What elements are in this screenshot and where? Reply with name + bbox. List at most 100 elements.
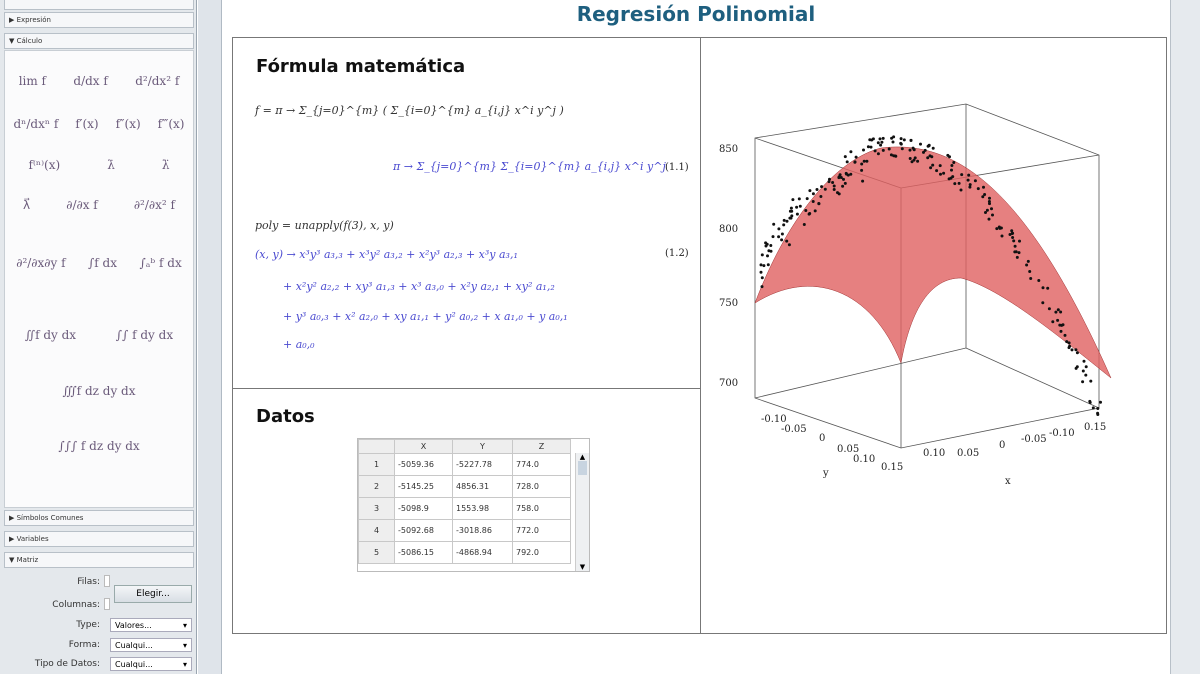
data-point	[862, 159, 866, 163]
palette-section-matriz[interactable]: ▼ Matriz	[4, 552, 194, 568]
palette-section-simbolos[interactable]: ▶ Símbolos Comunes	[4, 510, 194, 526]
data-point	[908, 157, 912, 160]
choose-button[interactable]: Elegir...	[114, 585, 192, 603]
equation-output-line: + x²y² a₂,₂ + xy³ a₁,₃ + x³ a₃,₀ + x²y a…	[283, 280, 555, 293]
data-point	[843, 181, 847, 185]
palette-item[interactable]: lim f	[18, 74, 46, 88]
table-cell[interactable]: -5145.25	[394, 475, 453, 498]
data-point	[1025, 263, 1029, 267]
data-point	[1059, 329, 1063, 333]
palette-item[interactable]: ∂²/∂x∂y f	[16, 256, 66, 270]
palette-item[interactable]: f⁽ⁿ⁾(x)	[28, 158, 61, 172]
data-point	[802, 223, 806, 226]
data-point	[849, 150, 853, 154]
column-header[interactable]: Y	[452, 439, 513, 454]
table-cell[interactable]: -3018.86	[452, 519, 513, 542]
palette-item[interactable]: f″(x)	[115, 117, 141, 131]
palette-item[interactable]: ∫ₐᵇ f dx	[139, 256, 182, 270]
row-header[interactable]: 5	[358, 541, 395, 564]
section-label: Matriz	[16, 556, 39, 564]
table-cell[interactable]: -5227.78	[452, 453, 513, 476]
data-point	[1056, 318, 1060, 322]
row-header[interactable]: 2	[358, 475, 395, 498]
data-point	[791, 198, 795, 202]
data-point	[966, 178, 970, 182]
row-header[interactable]: 1	[358, 453, 395, 476]
table-cell[interactable]: -4868.94	[452, 541, 513, 564]
column-header[interactable]: X	[394, 439, 453, 454]
table-cell[interactable]: 772.0	[512, 519, 571, 542]
table-scrollbar[interactable]: ▲ ▼	[575, 453, 589, 571]
scroll-up-icon[interactable]: ▲	[579, 453, 586, 461]
data-point	[909, 138, 913, 142]
table-cell[interactable]: -5098.9	[394, 497, 453, 520]
data-point	[878, 137, 882, 141]
data-point	[957, 181, 961, 185]
palette-item[interactable]: ∂²/∂x² f	[133, 198, 175, 212]
palette-item[interactable]: d/dx f	[73, 74, 108, 88]
table-cell[interactable]: 792.0	[512, 541, 571, 564]
palette-item[interactable]: f‴(x)	[157, 117, 185, 131]
palette-section-expresion[interactable]: ▶ Expresión	[4, 12, 194, 28]
panel-splitter[interactable]	[198, 0, 222, 674]
table-row[interactable]: 1 -5059.36 -5227.78 774.0	[358, 453, 571, 476]
palette-section-variables[interactable]: ▶ Variables	[4, 531, 194, 547]
table-cell[interactable]: 4856.31	[452, 475, 513, 498]
rows-spinner[interactable]	[104, 575, 110, 587]
data-point	[795, 205, 799, 209]
palette-section-calculo[interactable]: ▼ Cálculo	[4, 33, 194, 49]
row-header[interactable]: 4	[358, 519, 395, 542]
data-point	[832, 188, 836, 191]
data-point	[1067, 346, 1071, 350]
table-cell[interactable]: -5059.36	[394, 453, 453, 476]
palette-item[interactable]: ∫f dx	[88, 256, 118, 270]
table-row[interactable]: 2 -5145.25 4856.31 728.0	[358, 475, 571, 498]
divider	[233, 388, 700, 389]
table-cell[interactable]: 728.0	[512, 475, 571, 498]
table-cell[interactable]: -5086.15	[394, 541, 453, 564]
shape-select[interactable]: Cualqui... ▾	[110, 638, 192, 652]
datatype-select[interactable]: Cualqui... ▾	[110, 657, 192, 671]
palette-section-collapsed[interactable]	[4, 0, 194, 10]
columns-spinner[interactable]	[104, 598, 110, 610]
palette-item[interactable]: ∫∫∫ f dz dy dx	[58, 439, 140, 453]
row-header[interactable]: 3	[358, 497, 395, 520]
table-cell[interactable]: 1553.98	[452, 497, 513, 520]
data-table[interactable]: X Y Z 1 -5059.36 -5227.78 774.0 2 -5145.25 4856…	[357, 438, 590, 572]
data-point	[982, 185, 985, 189]
table-cell[interactable]: -5092.68	[394, 519, 453, 542]
type-select[interactable]: Valores... ▾	[110, 618, 192, 632]
table-cell[interactable]: 758.0	[512, 497, 571, 520]
palette-item[interactable]: ∭f dz dy dx	[62, 384, 136, 398]
data-point	[887, 147, 891, 151]
palette-item[interactable]: d²/dx² f	[135, 74, 180, 88]
column-header[interactable]: Z	[512, 439, 571, 454]
3d-plot[interactable]: 850 800 750 700 -0.10 -0.05 0 0.05 0.10 …	[701, 38, 1167, 633]
palette-item[interactable]: f′(x)	[75, 117, 99, 131]
data-point	[881, 136, 885, 140]
data-point	[790, 214, 794, 218]
table-row[interactable]: 4 -5092.68 -3018.86 772.0	[358, 519, 571, 542]
palette-item[interactable]: λ̇	[107, 158, 115, 172]
data-point	[862, 148, 865, 152]
palette-item[interactable]: λ̈	[161, 158, 170, 172]
table-row[interactable]: 3 -5098.9 1553.98 758.0	[358, 497, 571, 520]
data-point	[1026, 259, 1030, 263]
equation-input-2[interactable]: poly = unapply(f(3), x, y)	[255, 219, 394, 232]
chevron-down-icon: ▾	[182, 621, 187, 630]
table-row[interactable]: 5 -5086.15 -4868.94 792.0	[358, 541, 571, 564]
data-point	[1018, 239, 1021, 243]
table-cell[interactable]: 774.0	[512, 453, 571, 476]
palette-item[interactable]: ∂/∂x f	[66, 198, 98, 212]
scroll-thumb[interactable]	[578, 461, 587, 475]
palette-item[interactable]: λ⃗	[23, 198, 31, 212]
scroll-down-icon[interactable]: ▼	[579, 563, 586, 571]
y-tick: -0.05	[1021, 434, 1047, 445]
vertical-scrollbar[interactable]	[1170, 0, 1200, 674]
palette-item[interactable]: dⁿ/dxⁿ f	[13, 117, 59, 131]
palette-item[interactable]: ∫∫ f dy dx	[115, 328, 174, 342]
palette-item[interactable]: ∬f dy dx	[24, 328, 77, 342]
data-point	[782, 218, 786, 222]
divider	[700, 38, 701, 633]
equation-input-1[interactable]: f = π → Σ_{j=0}^{m} ( Σ_{i=0}^{m} a_{i,j…	[255, 104, 564, 117]
